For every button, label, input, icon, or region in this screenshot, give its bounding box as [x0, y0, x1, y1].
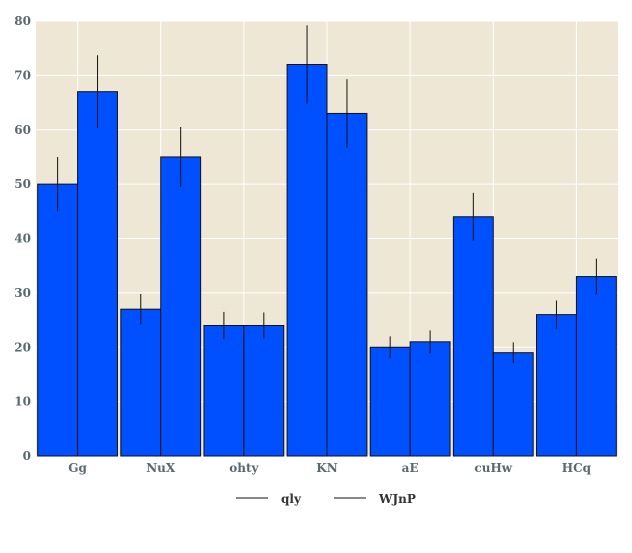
bar-qly-Gg — [37, 183, 79, 457]
y-tick-label: 0 — [23, 449, 31, 463]
y-tick-label: 80 — [14, 14, 31, 28]
x-tick-label: HCq — [562, 461, 592, 475]
x-tick-label: aE — [402, 461, 419, 475]
x-tick-label: NuX — [146, 461, 176, 475]
bar-qly-HCq — [536, 314, 577, 457]
y-tick-label: 20 — [14, 340, 31, 354]
x-tick-label: ohty — [229, 461, 259, 475]
x-axis: Gg NuX ohty KN aE cuHw HCq — [68, 461, 591, 475]
y-tick-label: 60 — [14, 123, 31, 137]
bar-WJnP-aE — [409, 341, 451, 457]
y-tick-label: 10 — [14, 395, 31, 409]
bar-qly-ohty — [203, 325, 245, 457]
x-tick-label: KN — [316, 461, 337, 475]
y-tick-label: 40 — [14, 232, 31, 246]
legend-label-series-1: WJnP — [378, 492, 416, 506]
y-axis: 0 10 20 30 40 50 60 70 80 — [14, 14, 31, 463]
bar-qly-NuX — [120, 308, 162, 457]
bar-WJnP-NuX — [160, 156, 202, 457]
legend: qly WJnP — [236, 492, 416, 506]
x-tick-label: Gg — [68, 461, 87, 475]
bar-WJnP-ohty — [243, 325, 285, 457]
bar-WJnP-HCq — [575, 276, 617, 457]
x-tick-label: cuHw — [474, 461, 512, 475]
bar-WJnP-cuHw — [492, 352, 534, 457]
bar-WJnP-Gg — [77, 91, 118, 457]
y-tick-label: 50 — [14, 177, 31, 191]
error-bars — [57, 25, 597, 364]
legend-label-series-0: qly — [281, 492, 302, 506]
bar-qly-cuHw — [452, 216, 494, 457]
y-tick-label: 70 — [14, 68, 31, 82]
y-tick-label: 30 — [14, 286, 31, 300]
bar-qly-KN — [286, 64, 328, 457]
bar-qly-aE — [369, 346, 411, 457]
bar-WJnP-KN — [326, 112, 368, 457]
